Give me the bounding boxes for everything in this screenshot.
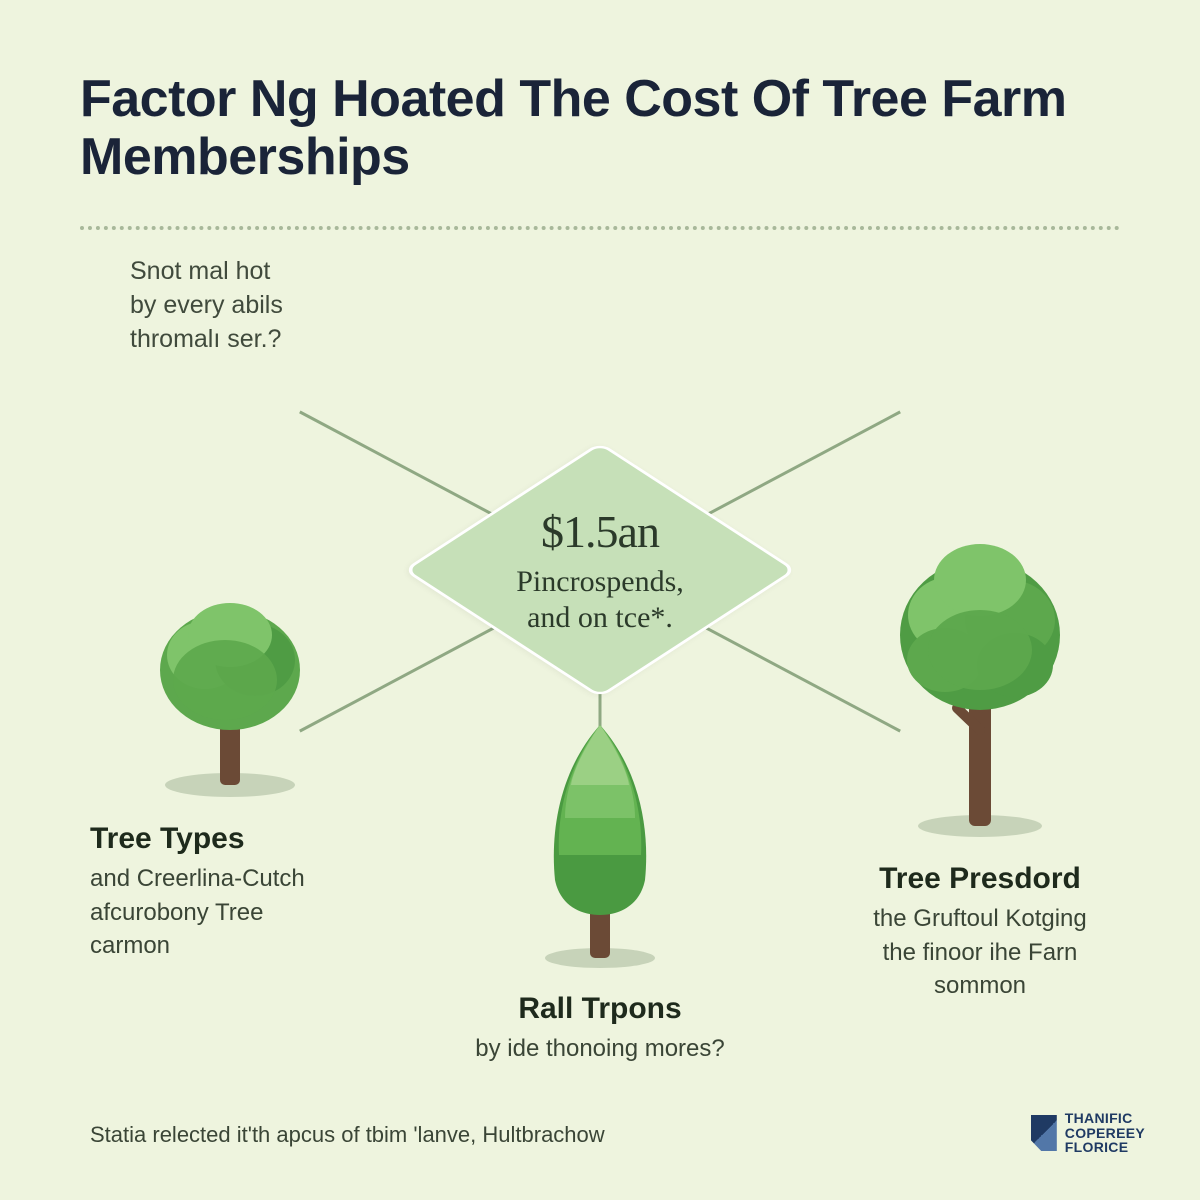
factor-block-rall-trpons: Rall Trpons by ide thonoing mores? (420, 720, 780, 1066)
brand-mark-icon (1031, 1115, 1057, 1151)
brand-logo: THANIFIC COPEREEY FLORICE (1031, 1111, 1145, 1155)
tall-tree-icon (875, 520, 1085, 840)
page-title: Factor Ng Hoated The Cost Of Tree Farm M… (80, 70, 1120, 186)
brand-line: COPEREEY (1065, 1126, 1145, 1141)
factor-title: Rall Trpons (420, 992, 780, 1026)
factor-title: Tree Presdord (830, 862, 1130, 896)
price-diamond: $1.5an Pincrospends,and on tce*. (390, 435, 810, 705)
diamond-subtext: Pincrospends,and on tce*. (435, 564, 765, 636)
brand-line: FLORICE (1065, 1140, 1145, 1155)
factor-desc: and Creerlina-Cutchafcurobony Treecarmon (80, 862, 380, 963)
factor-block-tree-presdord: Tree Presdord the Gruftoul Kotgingthe fi… (830, 520, 1130, 1003)
center-diagram: $1.5an Pincrospends,and on tce*. (320, 430, 880, 710)
round-tree-icon (130, 580, 330, 800)
brand-line: THANIFIC (1065, 1111, 1145, 1126)
divider-dotted (80, 226, 1120, 230)
footer-note: Statia relected it'th apcus of tbim 'lan… (90, 1122, 605, 1148)
cone-tree-icon (515, 720, 685, 970)
factor-block-tree-types: Tree Types and Creerlina-Cutchafcurobony… (80, 580, 380, 963)
factor-desc: the Gruftoul Kotgingthe finoor ihe Farns… (830, 902, 1130, 1003)
intro-text: Snot mal hotby every abilsthromalı ser.? (130, 255, 1120, 356)
brand-text: THANIFIC COPEREEY FLORICE (1065, 1111, 1145, 1155)
factor-title: Tree Types (80, 822, 380, 856)
factor-desc: by ide thonoing mores? (420, 1032, 780, 1066)
diamond-price: $1.5an (435, 505, 765, 558)
